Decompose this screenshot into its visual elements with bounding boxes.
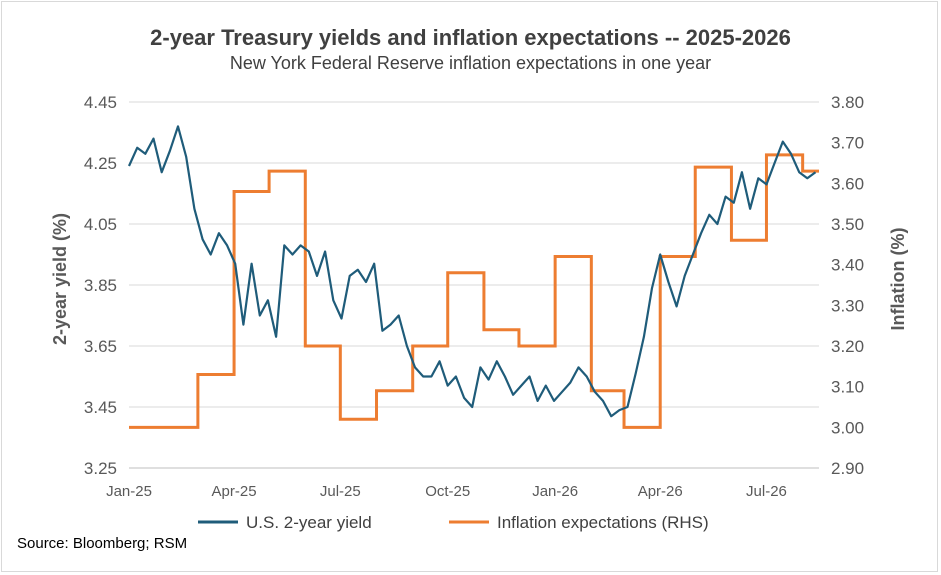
chart-title: 2-year Treasury yields and inflation exp…: [150, 25, 791, 50]
left-tick-label: 3.25: [84, 459, 117, 478]
right-tick-label: 3.40: [831, 256, 864, 275]
left-tick-label: 3.45: [84, 398, 117, 417]
legend-label-yield: U.S. 2-year yield: [246, 513, 372, 532]
right-tick-label: 3.30: [831, 296, 864, 315]
left-axis-title: 2-year yield (%): [50, 213, 70, 345]
x-tick-label: Jul-26: [746, 483, 787, 500]
left-tick-label: 4.45: [84, 93, 117, 112]
x-axis-ticks: Jan-25 Apr-25 Jul-25 Oct-25 Jan-26 Apr-26 Jul-…: [106, 483, 787, 500]
source-note: Source: Bloomberg; RSM: [17, 535, 188, 552]
series-layer: [127, 125, 819, 429]
left-axis-ticks: 4.45 4.25 4.05 3.85 3.65 3.45 3.25: [84, 93, 117, 478]
x-tick-label: Jul-25: [320, 483, 361, 500]
left-tick-label: 4.05: [84, 215, 117, 234]
left-tick-label: 3.85: [84, 276, 117, 295]
right-tick-label: 3.60: [831, 174, 864, 193]
x-tick-label: Apr-26: [638, 483, 683, 500]
right-tick-label: 3.10: [831, 378, 864, 397]
chart-subtitle: New York Federal Reserve inflation expec…: [229, 53, 712, 73]
right-tick-label: 3.00: [831, 418, 864, 437]
right-tick-label: 3.80: [831, 93, 864, 112]
right-axis-title: Inflation (%): [888, 228, 908, 331]
x-tick-label: Oct-25: [425, 483, 470, 500]
right-tick-label: 3.70: [831, 134, 864, 153]
x-tick-label: Jan-26: [532, 483, 578, 500]
right-tick-label: 3.20: [831, 337, 864, 356]
right-tick-label: 2.90: [831, 459, 864, 478]
x-tick-label: Apr-25: [212, 483, 257, 500]
right-axis-ticks: 3.80 3.70 3.60 3.50 3.40 3.30 3.20 3.10 3.00 2.90: [831, 93, 864, 478]
legend: U.S. 2-year yield Inflation expectations…: [198, 513, 709, 532]
series-line-inflation: [129, 153, 819, 429]
right-tick-label: 3.50: [831, 215, 864, 234]
x-tick-label: Jan-25: [106, 483, 152, 500]
legend-label-inflation: Inflation expectations (RHS): [497, 513, 709, 532]
gridlines: [129, 101, 819, 408]
left-tick-label: 4.25: [84, 154, 117, 173]
series-line-yield: [127, 125, 817, 418]
left-tick-label: 3.65: [84, 337, 117, 356]
